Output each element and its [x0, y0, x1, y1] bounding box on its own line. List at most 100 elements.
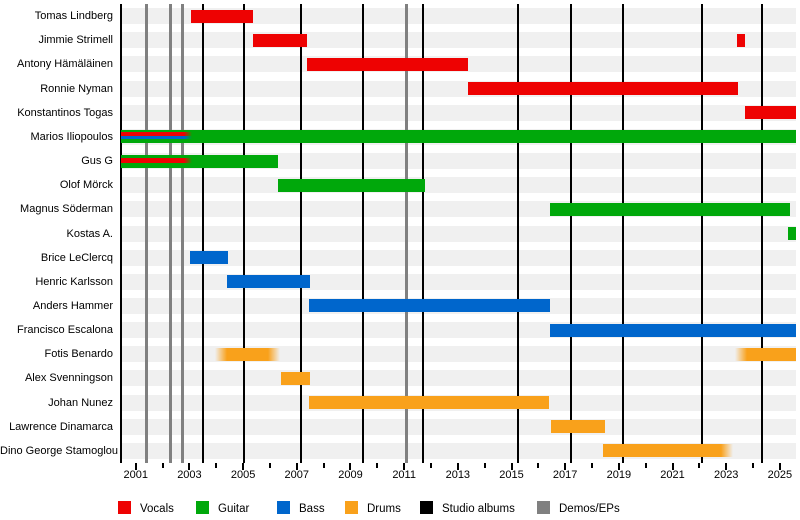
row-band: [121, 418, 796, 435]
drums-bar: [280, 371, 310, 385]
guitar-bar: [549, 202, 791, 216]
studio-album-line: [569, 4, 572, 463]
x-axis-tick-label: 2015: [499, 469, 524, 481]
member-label: Antony Hämäläinen: [16, 58, 113, 71]
drums-bar: [214, 347, 280, 361]
studio-album-line: [701, 4, 704, 463]
vocals-bar: [306, 57, 469, 71]
x-axis-tick: [349, 463, 352, 470]
x-axis-tick: [564, 463, 567, 470]
x-axis-tick: [752, 463, 755, 468]
x-axis-tick: [644, 463, 647, 468]
x-axis-tick-label: 2009: [338, 469, 363, 481]
legend-item-demos-eps: Demos/EPs: [537, 499, 620, 515]
x-axis-tick: [671, 463, 674, 470]
x-axis-tick-label: 2021: [660, 469, 685, 481]
row-band: [121, 346, 796, 363]
member-label: Francisco Escalona: [17, 324, 113, 337]
member-label: Alex Svenningson: [24, 372, 113, 385]
studio-album-line: [299, 4, 302, 463]
x-axis-tick-label: 2007: [284, 469, 310, 481]
guitar-bar: [278, 178, 426, 192]
x-axis-tick: [725, 463, 728, 470]
member-label: Anders Hammer: [32, 299, 113, 312]
bass-bar: [308, 299, 550, 313]
legend-swatch-bass-icon: [277, 501, 290, 514]
legend-label-bass: Bass: [299, 503, 325, 515]
x-axis-tick-label: 2019: [606, 469, 632, 481]
x-axis-tick: [510, 463, 513, 470]
x-axis-tick-label: 2013: [445, 469, 471, 481]
row-band: [121, 249, 796, 266]
legend-item-studio-albums: Studio albums: [420, 499, 515, 515]
x-axis-tick: [591, 463, 594, 468]
x-axis-tick: [429, 463, 432, 468]
x-axis-tick: [215, 463, 218, 468]
row-band: [121, 32, 796, 49]
member-label: Fotis Benardo: [44, 348, 113, 361]
legend-item-guitar: Guitar: [196, 499, 249, 515]
studio-album-line: [421, 4, 424, 463]
vocals-bar: [736, 33, 745, 47]
x-axis-tick: [322, 463, 325, 468]
vocals-bar: [253, 33, 307, 47]
studio-album-line: [201, 4, 204, 463]
vocals-bar: [121, 132, 193, 137]
member-label: Dino George Stamoglou: [0, 444, 119, 457]
legend-swatch-demos-eps-icon: [537, 501, 550, 514]
vocals-bar: [190, 9, 254, 23]
x-axis-tick-label: 2017: [552, 469, 578, 481]
demo-ep-line: [405, 4, 409, 463]
row-band: [121, 273, 796, 290]
x-axis-tick: [483, 463, 486, 468]
row-band: [121, 104, 796, 121]
member-label: Brice LeClercq: [40, 251, 113, 264]
bass-bar: [121, 136, 193, 140]
member-label: Ronnie Nyman: [40, 82, 113, 95]
x-axis-tick: [242, 463, 245, 470]
x-axis-tick: [456, 463, 459, 470]
guitar-bar: [787, 227, 796, 240]
member-label: Tomas Lindberg: [34, 10, 113, 23]
member-label: Johan Nunez: [48, 396, 113, 409]
member-label: Lawrence Dinamarca: [9, 420, 113, 433]
x-axis-tick-label: 2005: [230, 469, 256, 481]
demo-ep-line: [144, 4, 148, 463]
x-axis-tick-label: 2003: [177, 469, 202, 481]
x-axis-tick: [188, 463, 191, 470]
x-axis-tick: [698, 463, 701, 468]
x-axis-tick: [161, 463, 164, 468]
studio-album-line: [243, 4, 246, 463]
x-axis-tick-label: 2025: [767, 469, 793, 481]
x-axis-tick: [778, 463, 781, 470]
legend-item-bass: Bass: [277, 499, 325, 515]
x-axis-tick: [376, 463, 379, 468]
vocals-bar: [121, 157, 193, 163]
x-axis-tick: [134, 463, 137, 470]
member-label: Marios Iliopoulos: [30, 130, 113, 143]
bass-bar: [549, 323, 796, 337]
studio-album-line: [361, 4, 364, 463]
row-band: [121, 225, 796, 242]
legend-swatch-drums-icon: [345, 501, 358, 514]
legend-label-vocals: Vocals: [140, 503, 174, 515]
bass-bar: [189, 251, 229, 265]
drums-bar: [735, 347, 796, 361]
vocals-bar: [468, 82, 739, 96]
legend-swatch-vocals-icon: [118, 501, 131, 514]
x-axis-tick: [617, 463, 620, 470]
member-label: Gus G: [81, 155, 113, 168]
x-axis-tick: [295, 463, 298, 470]
row-band: [121, 8, 796, 25]
member-label: Jimmie Strimell: [38, 34, 113, 47]
studio-album-line: [761, 4, 764, 463]
studio-album-line: [517, 4, 520, 463]
member-label: Konstantinos Togas: [17, 106, 113, 119]
x-axis-tick: [537, 463, 540, 468]
y-axis-border: [120, 4, 122, 463]
legend-item-vocals: Vocals: [118, 499, 174, 515]
legend-label-drums: Drums: [367, 503, 401, 515]
legend-label-studio-albums: Studio albums: [442, 503, 515, 515]
member-label: Magnus Söderman: [20, 203, 113, 216]
